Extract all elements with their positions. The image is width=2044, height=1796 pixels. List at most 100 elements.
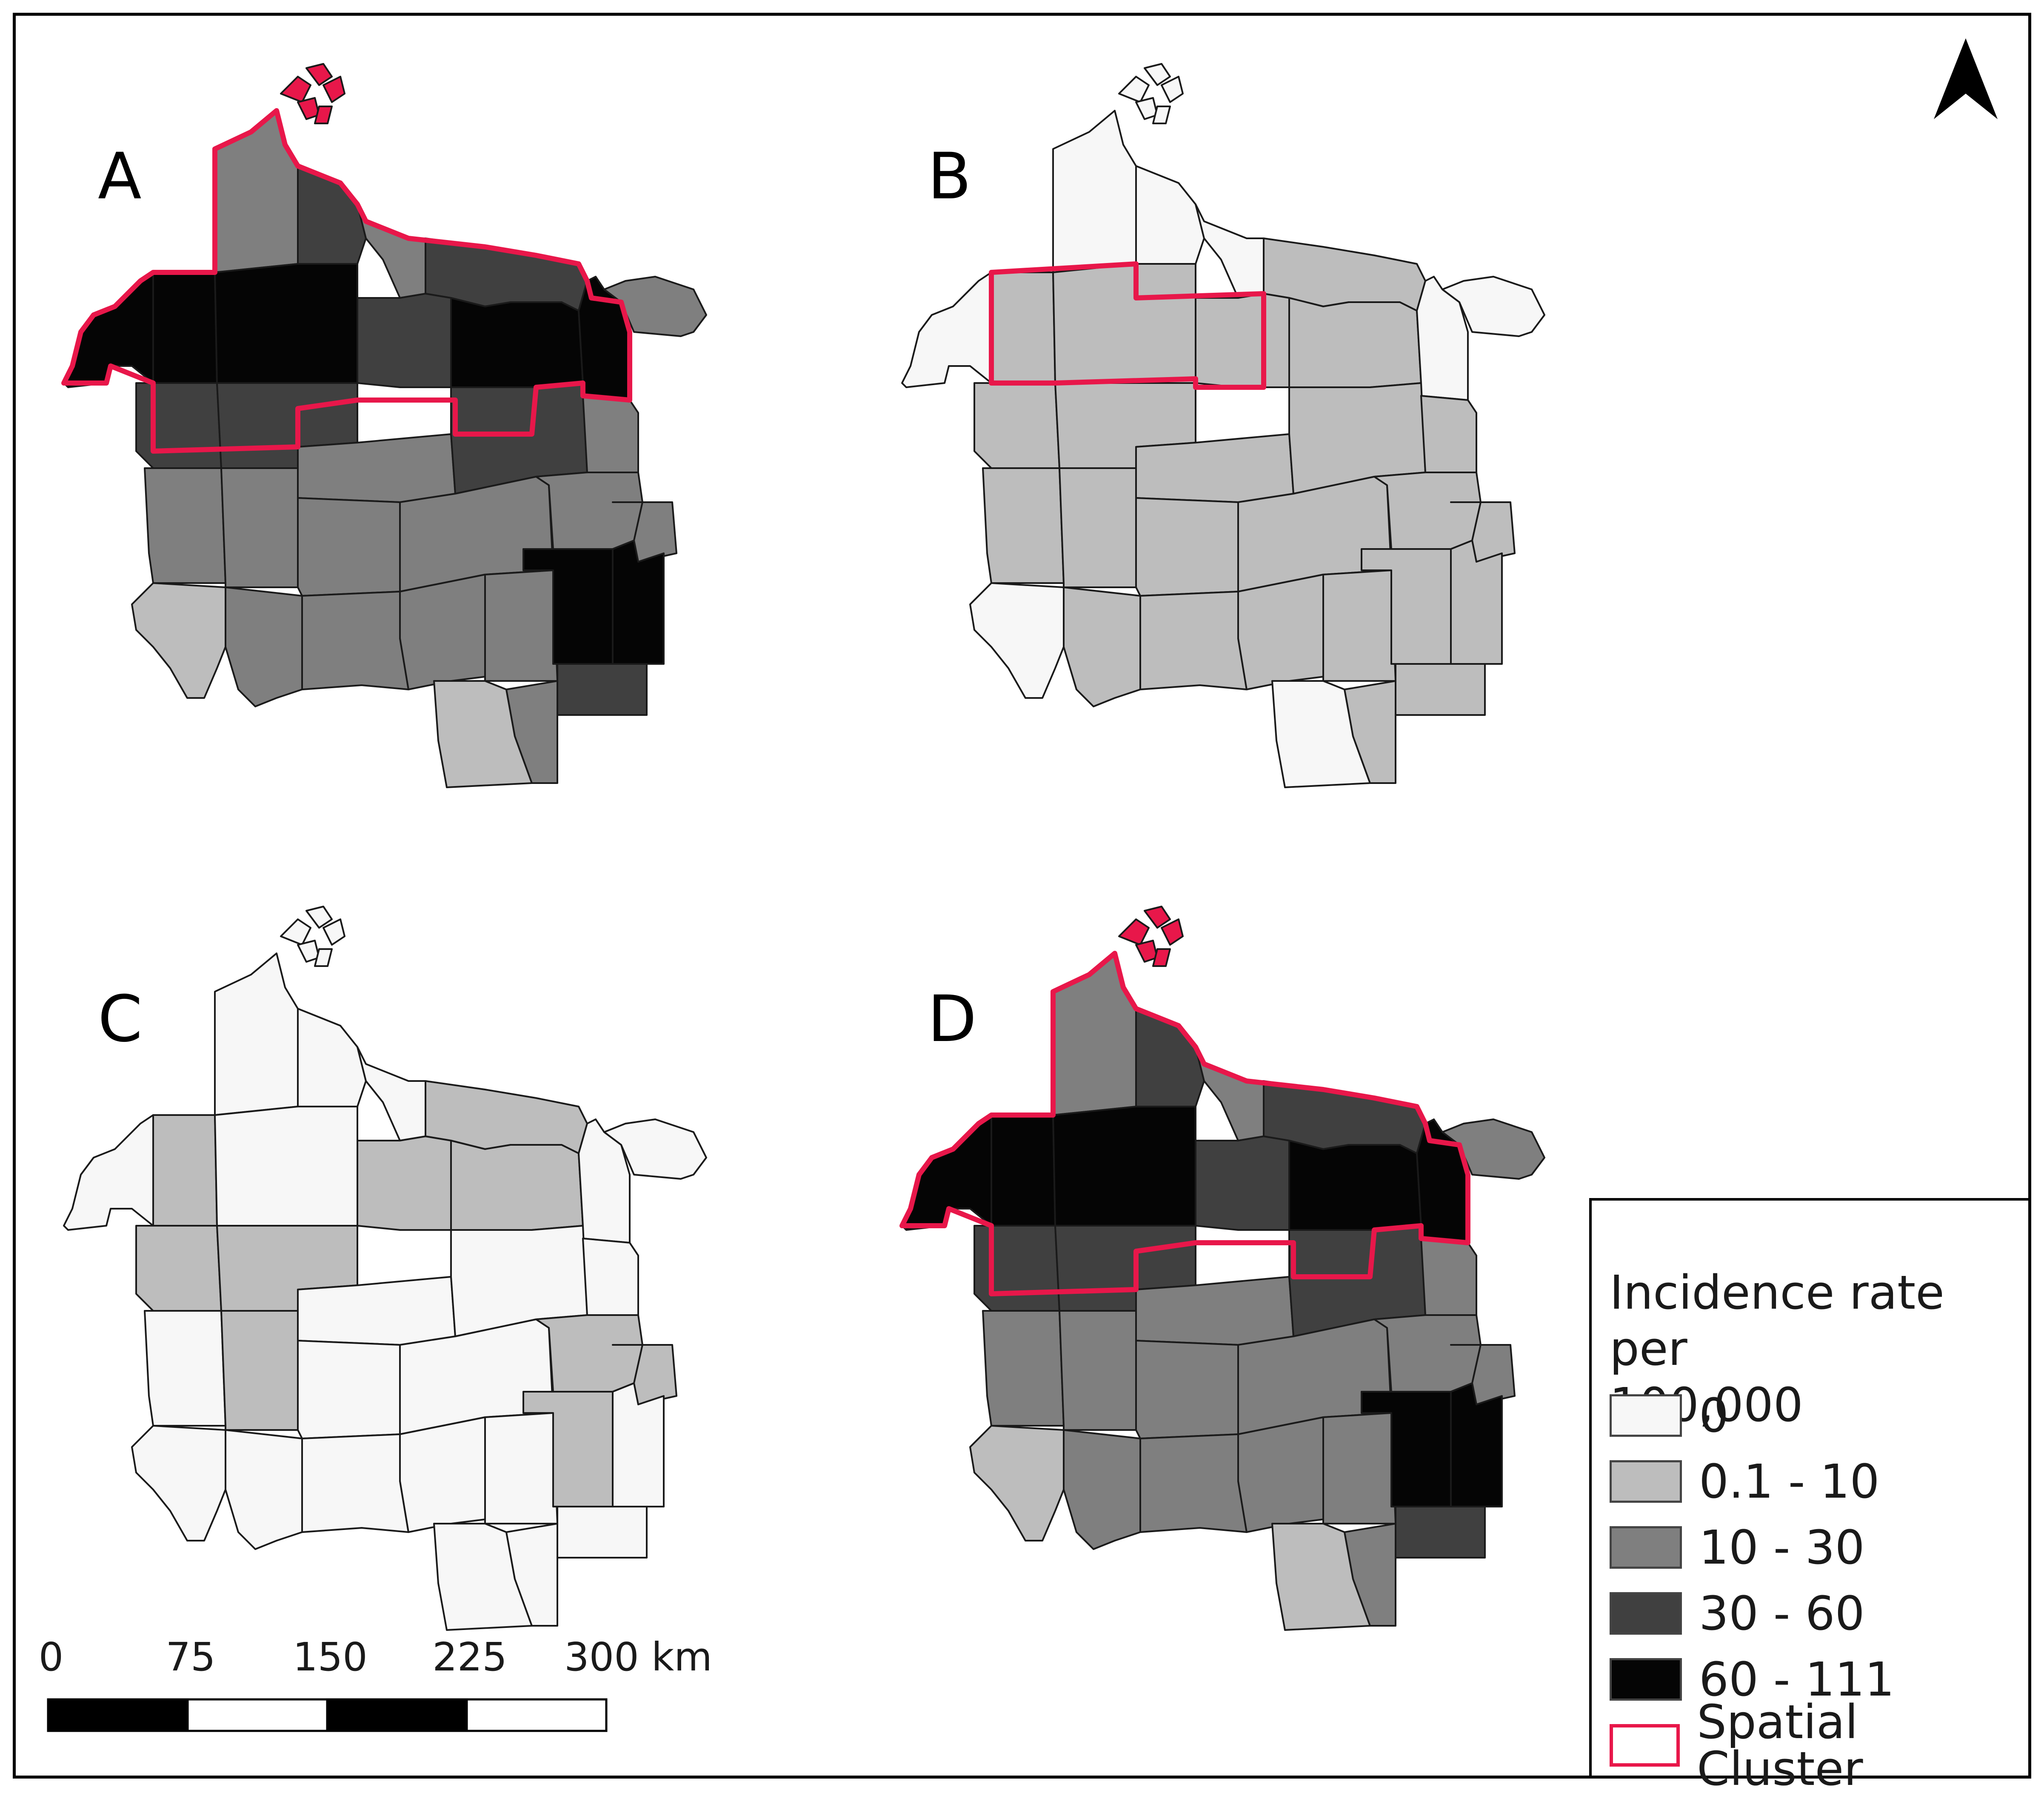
legend-item: 0 <box>1610 1392 1729 1439</box>
island <box>1144 63 1171 86</box>
legend: Incidence rate per 100,000 0 0.1 - 10 10… <box>1589 1198 2028 1792</box>
panel-label-d: D <box>928 982 977 1056</box>
county-sw-1 <box>969 1425 1065 1541</box>
county-w-low <box>982 467 1065 584</box>
island <box>1161 76 1184 103</box>
county-c-low <box>297 1340 401 1439</box>
island <box>280 918 311 946</box>
county-w-mid <box>973 382 1060 469</box>
county-nw-upper <box>152 1114 218 1227</box>
county-s-c1 <box>484 569 558 682</box>
county-wc-low <box>1059 1310 1137 1431</box>
county-e-mid <box>1420 1238 1477 1316</box>
scale-tick-label: 150 <box>293 1634 368 1680</box>
legend-cluster-swatch <box>1610 1724 1680 1767</box>
north-arrow-icon <box>1934 38 1998 119</box>
county-north-west <box>1052 952 1137 1116</box>
county-s-c1 <box>1322 569 1396 682</box>
legend-item: 30 - 60 <box>1610 1590 1865 1637</box>
county-sw-3 <box>1139 1433 1248 1533</box>
county-e-low <box>1373 472 1482 550</box>
county-ne-upper <box>450 297 584 388</box>
county-s-south2 <box>1344 680 1396 784</box>
county-north-narrow <box>357 203 426 299</box>
island <box>1161 918 1184 946</box>
county-e-low <box>1373 1314 1482 1393</box>
county-center-upper <box>1195 1135 1290 1231</box>
county-e-low <box>535 1314 643 1393</box>
county-north-narrow <box>1195 203 1265 299</box>
county-w-mid <box>135 382 222 469</box>
map-panel-d: D <box>864 902 1630 1647</box>
legend-item: 0.1 - 10 <box>1610 1458 1880 1505</box>
choropleth-c <box>63 906 707 1631</box>
county-north-west <box>1052 110 1137 273</box>
county-sw-3 <box>301 591 409 690</box>
island <box>323 918 345 946</box>
county-north-narrow <box>357 1046 426 1141</box>
island <box>280 76 311 103</box>
legend-label: 60 - 111 <box>1699 1652 1895 1707</box>
county-nw-upper <box>152 272 218 384</box>
legend-item: 60 - 111 <box>1610 1656 1895 1703</box>
legend-label: 0 <box>1699 1388 1729 1443</box>
county-se-2 <box>612 1382 665 1507</box>
map-panel-a: A <box>26 60 791 804</box>
county-sw-3 <box>1139 591 1248 690</box>
county-w-mid <box>973 1225 1060 1312</box>
county-wc-low <box>220 1310 299 1431</box>
county-sw-1 <box>131 1425 226 1541</box>
legend-label: 10 - 30 <box>1699 1520 1865 1575</box>
island <box>1118 918 1150 946</box>
scale-tick-label: 225 <box>432 1634 507 1680</box>
choropleth-b <box>901 63 1545 788</box>
panel-label-c: C <box>98 982 143 1056</box>
county-north-mid <box>1135 165 1205 265</box>
county-se-2 <box>612 540 665 665</box>
island <box>1152 948 1171 967</box>
spatial-cluster-outline <box>989 261 1266 390</box>
county-far-east <box>603 1118 707 1180</box>
county-sw-3 <box>301 1433 409 1533</box>
county-north-west <box>214 110 299 273</box>
county-w-mid <box>135 1225 222 1312</box>
county-sw-1 <box>131 582 226 699</box>
county-s-c1 <box>1322 1412 1396 1524</box>
county-sw-2 <box>1063 586 1141 707</box>
county-ne-upper <box>1288 1140 1422 1231</box>
county-north-mid <box>297 1008 367 1107</box>
island <box>314 106 333 124</box>
legend-label: 0.1 - 10 <box>1699 1454 1880 1509</box>
island <box>305 63 333 86</box>
legend-swatch <box>1610 1658 1682 1701</box>
panel-label-a: A <box>98 140 142 214</box>
county-sw-4 <box>1237 574 1324 690</box>
county-s-c1 <box>484 1412 558 1524</box>
county-wc-low <box>220 467 299 588</box>
county-ne-upper <box>450 1140 584 1231</box>
county-e-mid <box>582 1238 639 1316</box>
spatial-cluster-outline <box>899 951 1470 1296</box>
county-center-upper <box>357 293 452 388</box>
county-s-south3 <box>557 663 648 716</box>
county-north-west <box>214 952 299 1116</box>
county-c-low <box>1135 1340 1239 1439</box>
county-w-low <box>144 467 226 584</box>
county-nc-upper <box>214 263 358 384</box>
scale-tick-label: 0 <box>38 1634 64 1680</box>
legend-swatch <box>1610 1394 1682 1437</box>
island <box>1118 76 1150 103</box>
county-nc-upper <box>1052 1106 1196 1227</box>
county-sw-2 <box>225 586 303 707</box>
choropleth-d <box>899 906 1545 1631</box>
county-nc-upper <box>214 1106 358 1227</box>
county-se-2 <box>1450 1382 1503 1507</box>
choropleth-a <box>61 63 707 788</box>
island <box>323 76 345 103</box>
scale-bar: 0 75 150 225 300 km <box>34 1634 757 1762</box>
island <box>1144 906 1171 929</box>
county-wc-low <box>1059 467 1137 588</box>
county-se-2 <box>1450 540 1503 665</box>
island <box>314 948 333 967</box>
county-s-south3 <box>1395 1506 1486 1559</box>
